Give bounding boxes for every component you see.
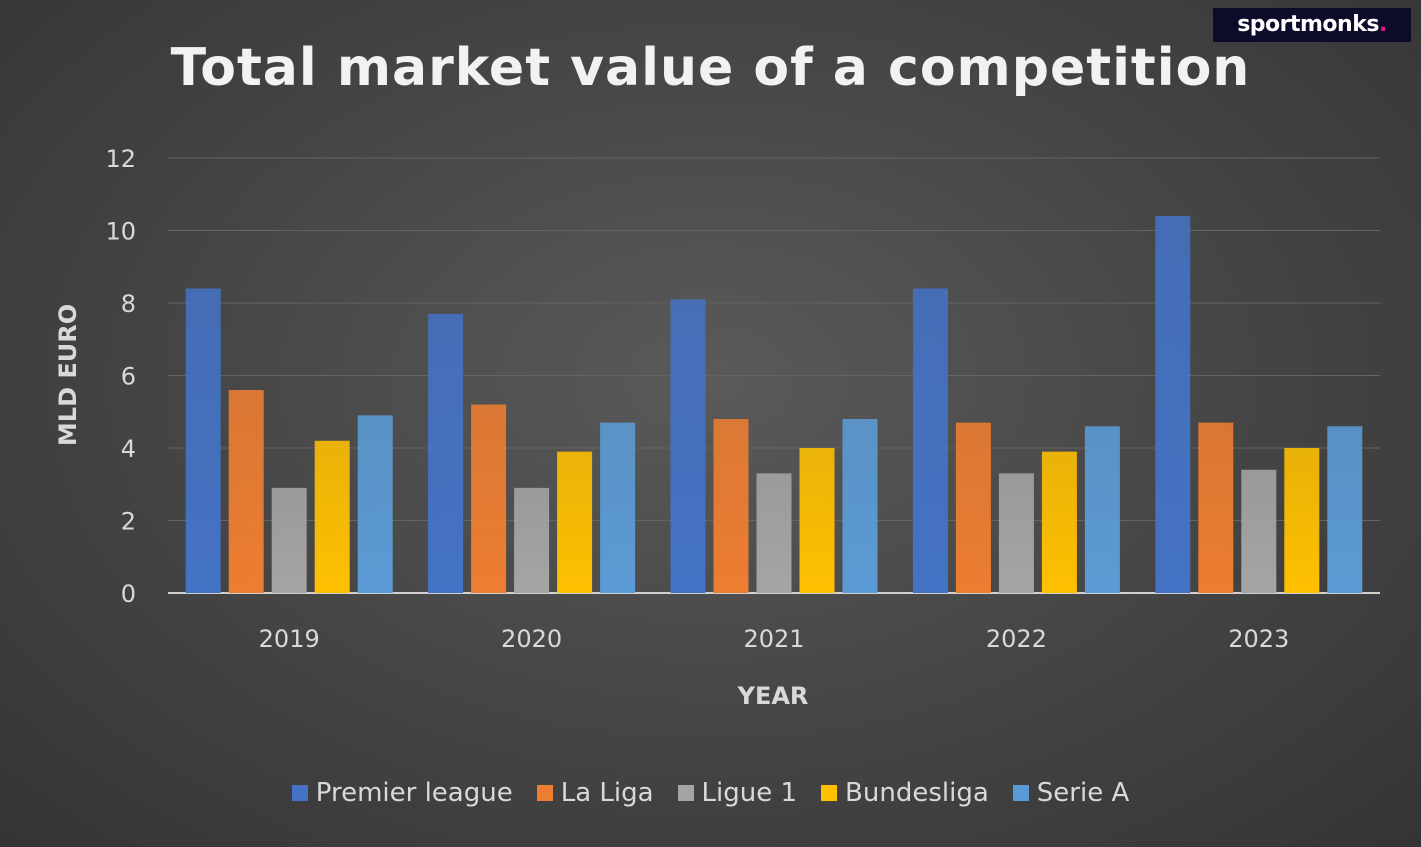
bar-premier-league-2021 (670, 299, 706, 593)
legend-label: Serie A (1036, 778, 1130, 808)
legend-item: Ligue 1 (677, 778, 798, 808)
legend-label: Ligue 1 (701, 778, 798, 808)
bar-bundesliga-2019 (314, 440, 350, 593)
legend-item: Premier league (291, 778, 513, 808)
bar-serie-a-2020 (600, 422, 636, 593)
chart-title: Total market value of a competition (170, 38, 1251, 98)
bar-la-liga-2022 (955, 422, 991, 593)
legend: Premier league La Liga Ligue 1 Bundesliga Se… (0, 778, 1421, 808)
bar-serie-a-2022 (1084, 426, 1120, 593)
x-axis-ticks: 2019 2020 2021 2022 2023 (259, 625, 1290, 653)
bar-serie-a-2021 (842, 419, 878, 593)
bar-la-liga-2019 (228, 390, 264, 593)
y-tick-label: 4 (121, 435, 136, 463)
logo-text: sportmonks (1237, 12, 1379, 37)
y-tick-label: 12 (105, 145, 136, 173)
bar-la-liga-2020 (471, 404, 507, 593)
bar-ligue-1-2019 (271, 487, 307, 593)
x-tick-label: 2023 (1228, 625, 1289, 653)
legend-swatch (1012, 785, 1029, 801)
x-tick-label: 2022 (986, 625, 1047, 653)
bar-la-liga-2021 (713, 419, 749, 593)
bar-premier-league-2020 (428, 313, 464, 593)
logo-dot: . (1378, 12, 1387, 37)
bar-ligue-1-2021 (756, 473, 792, 593)
bar-premier-league-2023 (1155, 216, 1191, 593)
y-tick-label: 0 (121, 580, 136, 608)
y-axis-title: MLD EURO (54, 304, 82, 446)
legend-swatch (536, 785, 553, 801)
bar-bundesliga-2022 (1041, 451, 1077, 593)
bar-la-liga-2023 (1198, 422, 1234, 593)
bar-bundesliga-2021 (799, 448, 835, 593)
x-tick-label: 2020 (501, 625, 562, 653)
y-tick-label: 10 (105, 218, 136, 246)
y-tick-label: 8 (121, 290, 136, 318)
legend-item: Bundesliga (821, 778, 989, 808)
bar-bundesliga-2023 (1284, 448, 1320, 593)
y-tick-label: 2 (121, 508, 136, 536)
legend-swatch (821, 785, 838, 801)
bar-ligue-1-2023 (1241, 469, 1277, 593)
bar-premier-league-2022 (912, 288, 948, 593)
legend-label: Premier league (315, 778, 513, 808)
legend-item: Serie A (1012, 778, 1130, 808)
bar-serie-a-2019 (357, 415, 393, 593)
y-axis-ticks: 0 2 4 6 8 10 12 (105, 145, 136, 608)
y-tick-label: 6 (121, 363, 136, 391)
bar-serie-a-2023 (1327, 426, 1363, 593)
x-tick-label: 2021 (743, 625, 804, 653)
x-axis-title: YEAR (737, 682, 809, 710)
bar-premier-league-2019 (185, 288, 221, 593)
bar-ligue-1-2020 (514, 487, 550, 593)
legend-label: Bundesliga (845, 778, 989, 808)
legend-label: La Liga (560, 778, 654, 808)
bars (185, 216, 1363, 593)
legend-item: La Liga (536, 778, 654, 808)
sportmonks-logo: sportmonks. (1213, 8, 1411, 42)
x-tick-label: 2019 (259, 625, 320, 653)
bar-bundesliga-2020 (557, 451, 593, 593)
legend-swatch (291, 785, 308, 801)
bar-ligue-1-2022 (998, 473, 1034, 593)
legend-swatch (677, 785, 694, 801)
